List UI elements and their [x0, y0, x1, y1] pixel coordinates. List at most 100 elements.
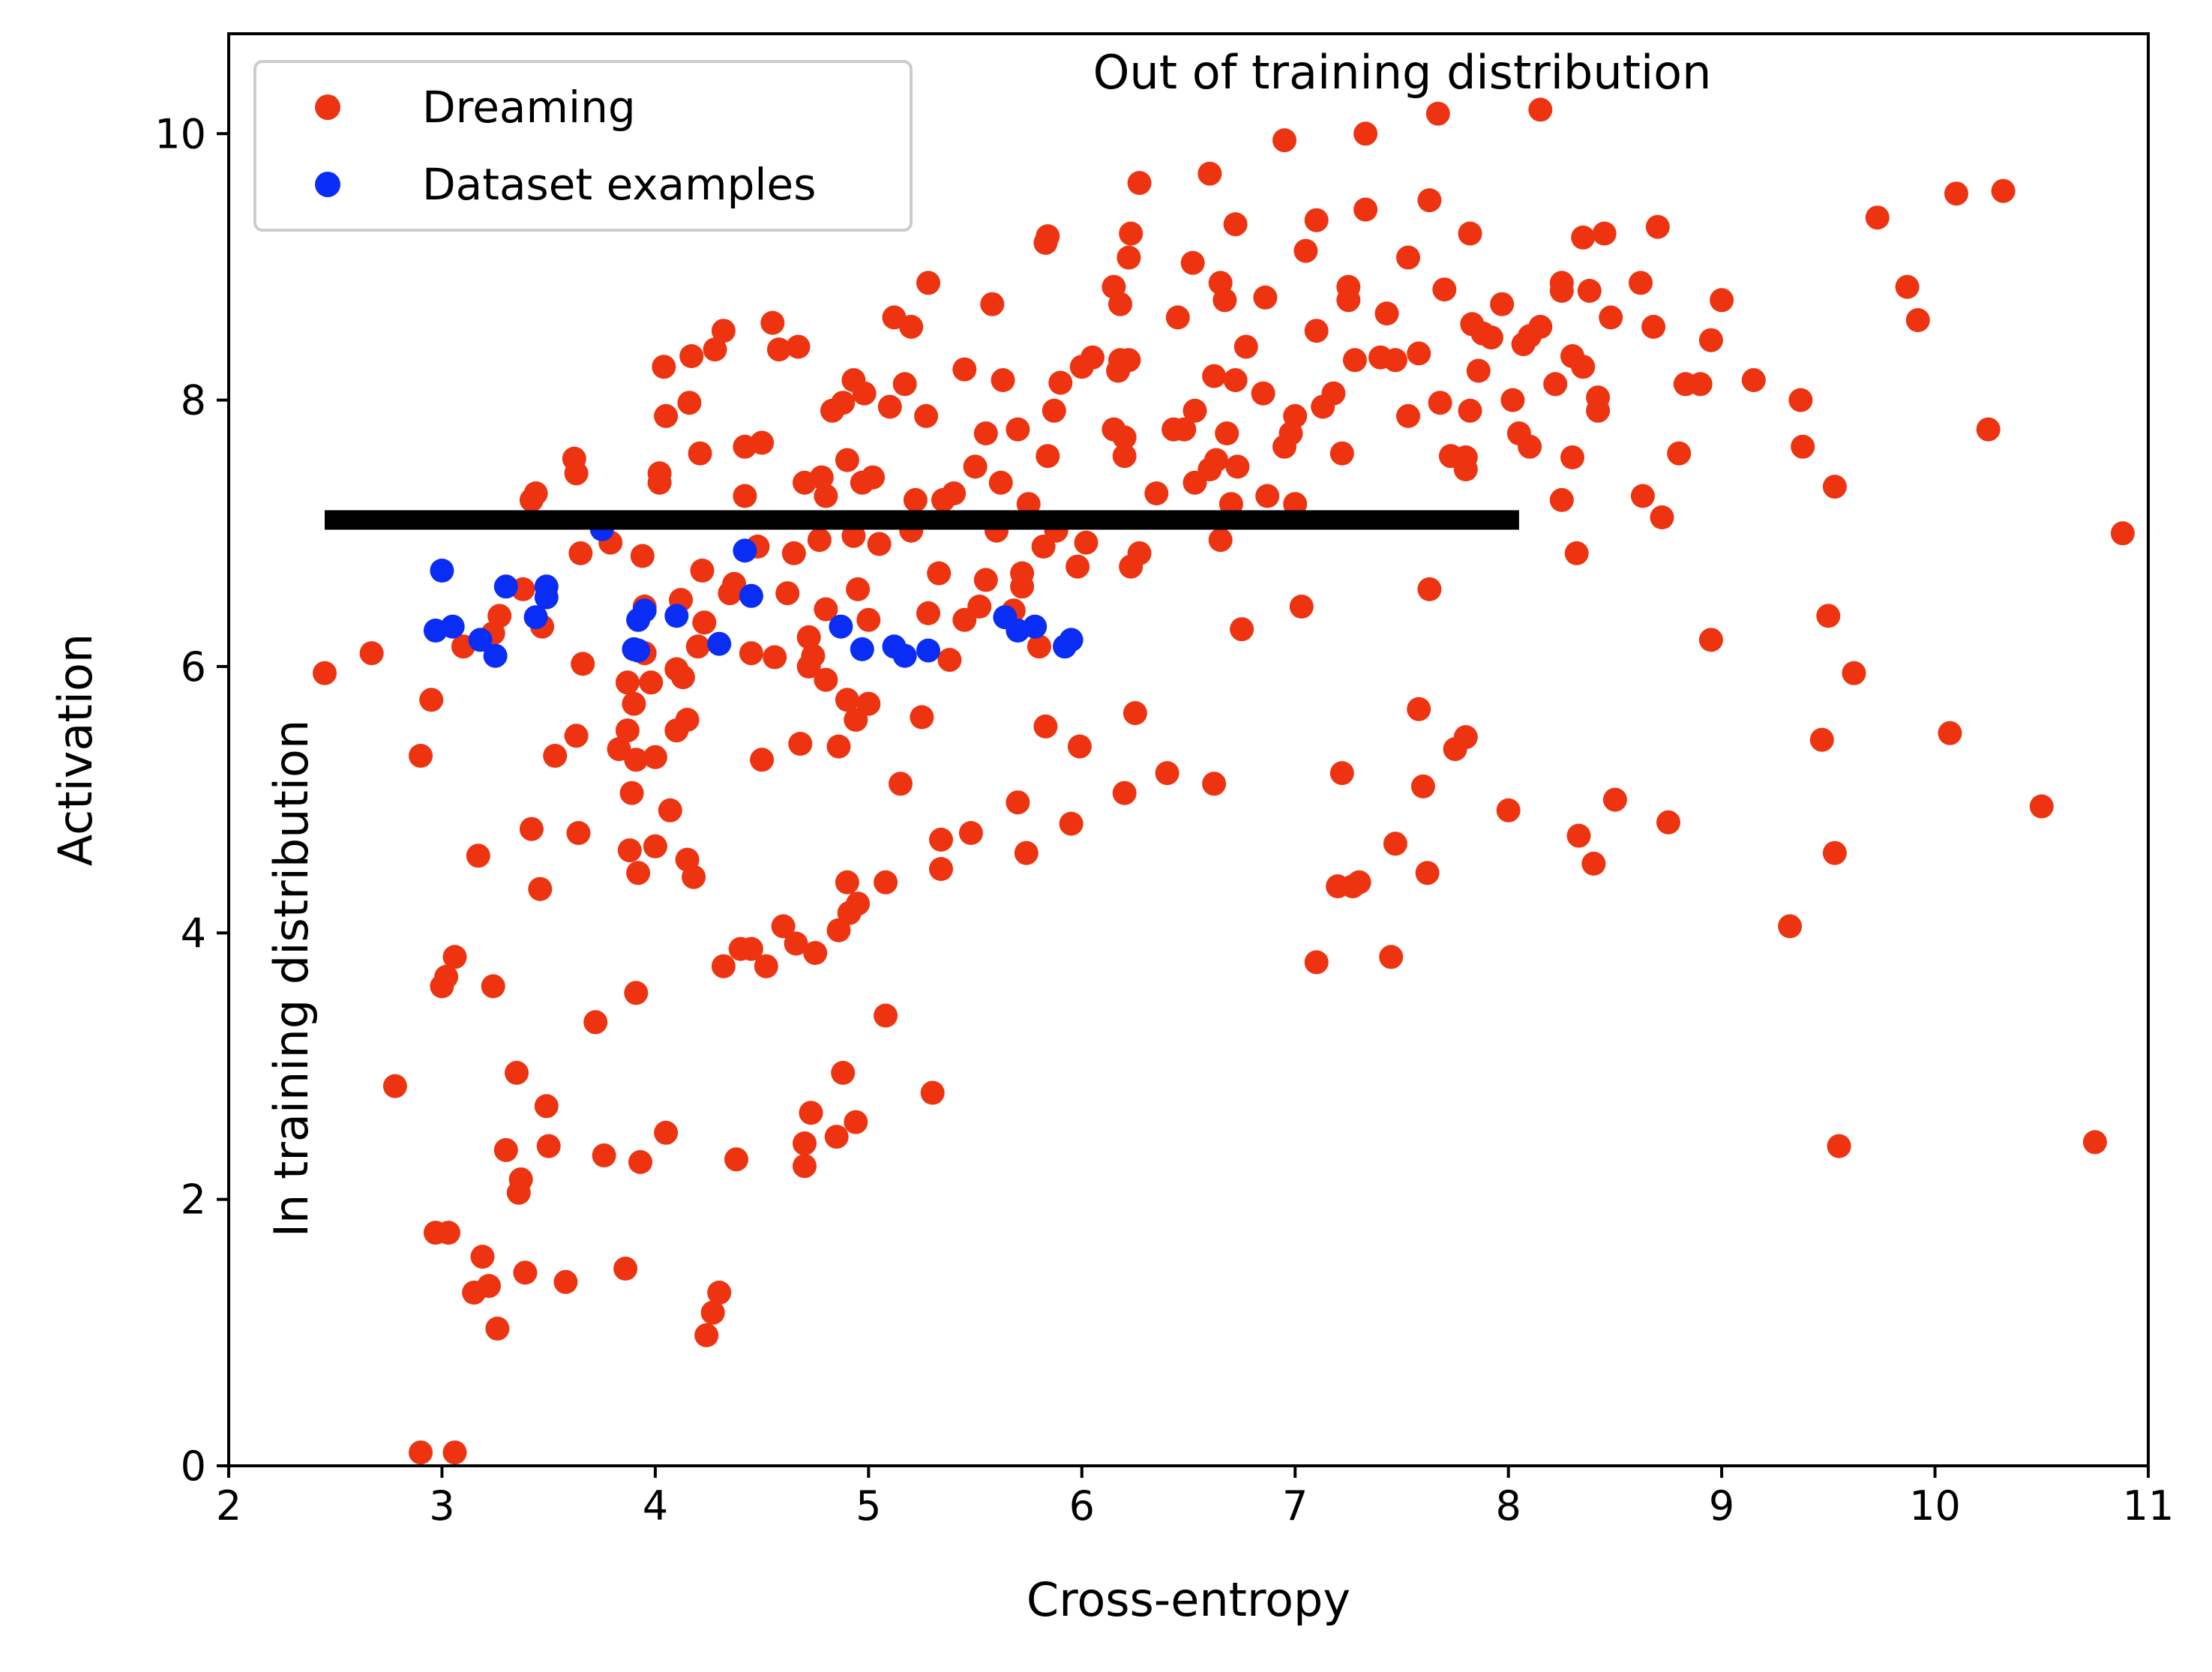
dreaming-point — [763, 645, 787, 670]
dataset-example-point — [916, 638, 940, 663]
dreaming-point — [1059, 811, 1084, 836]
dreaming-point — [1329, 761, 1354, 786]
dreaming-point — [1127, 541, 1152, 565]
dreaming-point — [1549, 487, 1574, 512]
dreaming-point — [1182, 398, 1207, 423]
dreaming-point — [867, 532, 892, 556]
dreaming-point — [856, 607, 881, 632]
dreaming-point — [613, 1257, 638, 1281]
dreaming-point — [861, 465, 885, 490]
dreaming-point — [803, 941, 828, 965]
x-tick-label: 9 — [1709, 1482, 1734, 1530]
dreaming-point — [2110, 521, 2135, 546]
dreaming-point — [1822, 475, 1847, 499]
dreaming-point — [1172, 417, 1197, 442]
x-axis-label: Cross-entropy — [1027, 1572, 1350, 1627]
dataset-example-point — [733, 538, 757, 563]
y-tick-label: 4 — [181, 909, 206, 957]
dreaming-point — [707, 1281, 732, 1305]
dreaming-point — [1081, 345, 1105, 370]
dreaming-point — [852, 381, 877, 406]
dreaming-point — [1016, 492, 1041, 517]
dreaming-point — [844, 1110, 868, 1134]
dreaming-point — [1197, 161, 1222, 186]
dreaming-point — [1645, 214, 1670, 239]
dataset-example-point — [626, 638, 651, 663]
dreaming-point — [1417, 188, 1442, 213]
dataset-example-point — [664, 604, 689, 628]
dreaming-point — [1791, 434, 1815, 459]
dreaming-point — [1458, 398, 1482, 423]
dreaming-point — [564, 724, 589, 748]
dreaming-point — [1453, 457, 1478, 481]
dreaming-point — [1251, 381, 1275, 406]
dreaming-point — [750, 430, 775, 455]
dreaming-point — [1074, 530, 1099, 555]
out-of-distribution-annotation: Out of training distribution — [1093, 45, 1712, 100]
dreaming-point — [1816, 604, 1841, 628]
dreaming-point — [692, 610, 717, 635]
dreaming-point — [807, 528, 832, 553]
dreaming-point — [1010, 574, 1035, 599]
dreaming-point — [1048, 370, 1073, 395]
dreaming-point — [675, 708, 700, 732]
dreaming-point — [826, 734, 851, 759]
dreaming-point — [1710, 288, 1734, 313]
dreaming-point — [1215, 421, 1239, 445]
dreaming-point — [2029, 794, 2054, 819]
dreaming-point — [1066, 554, 1090, 579]
dreaming-point — [528, 876, 553, 901]
dreaming-point — [409, 744, 433, 768]
dreaming-point — [1014, 840, 1039, 865]
dreaming-point — [1208, 528, 1233, 553]
dreaming-point — [1479, 325, 1503, 350]
dreaming-point — [607, 737, 631, 762]
dreaming-point — [566, 821, 591, 845]
dreaming-point — [436, 1221, 460, 1245]
dreaming-point — [624, 981, 649, 1005]
dreaming-point — [991, 368, 1015, 392]
dreaming-point — [688, 441, 712, 466]
dreaming-point — [788, 732, 813, 756]
dreaming-point — [1033, 714, 1058, 739]
dreaming-point — [1122, 701, 1147, 726]
dreaming-point — [967, 595, 992, 619]
y-tick-label: 6 — [181, 643, 206, 691]
dreaming-point — [1543, 372, 1568, 397]
dreaming-point — [1304, 208, 1329, 232]
dreaming-point — [553, 1269, 578, 1294]
dataset-example-point — [850, 637, 874, 661]
dreaming-point — [801, 643, 826, 668]
series-dreaming — [313, 97, 2135, 1465]
dreaming-point — [1641, 314, 1666, 339]
legend: Dreaming Dataset examples — [253, 60, 913, 232]
x-tick-label: 2 — [216, 1482, 241, 1530]
dreaming-point — [814, 667, 838, 692]
y-tick-label: 0 — [181, 1443, 206, 1490]
series-dataset-examples — [423, 517, 1084, 668]
dreaming-point — [690, 559, 715, 583]
dreaming-point — [1938, 721, 1962, 745]
dreaming-point — [359, 641, 384, 666]
dreaming-point — [781, 541, 806, 565]
dreaming-point — [513, 1260, 538, 1285]
dreaming-point — [1233, 334, 1258, 359]
dreaming-point — [892, 372, 917, 397]
dreaming-point — [889, 772, 913, 796]
dreaming-point — [786, 334, 811, 359]
dreaming-point — [1976, 417, 2001, 442]
dreaming-point — [2082, 1130, 2107, 1155]
dreaming-point — [1564, 541, 1589, 565]
x-tick-label: 5 — [856, 1482, 881, 1530]
dreaming-point — [1230, 617, 1254, 642]
dreaming-point — [784, 931, 808, 956]
dreaming-point — [899, 314, 924, 339]
dreaming-point — [711, 319, 736, 343]
dreaming-point — [796, 625, 821, 649]
dreaming-point — [846, 891, 871, 916]
dreaming-point — [685, 634, 710, 659]
dreaming-point — [1629, 271, 1653, 295]
dreaming-point — [617, 838, 642, 863]
dreaming-point — [466, 843, 490, 868]
y-axis-ticks: 0 2 4 6 8 10 — [154, 110, 229, 1490]
